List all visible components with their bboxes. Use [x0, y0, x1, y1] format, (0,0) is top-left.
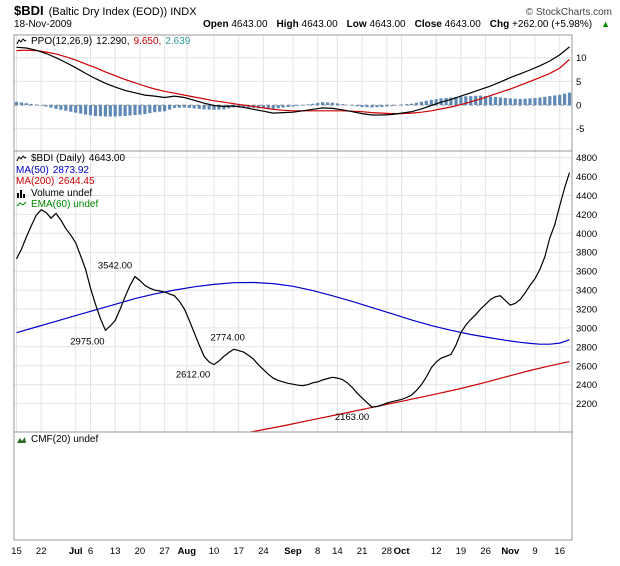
x-axis-label: 6 — [88, 546, 93, 557]
price-annotation: 2774.00 — [211, 332, 245, 343]
price-legend: $BDI (Daily) 4643.00 MA(50) 2873.92 MA(2… — [16, 153, 125, 211]
price-legend-symbol: $BDI (Daily) — [31, 153, 85, 164]
x-axis-label: 24 — [258, 546, 269, 557]
x-axis-label: Sep — [284, 546, 302, 557]
x-axis-label: 15 — [11, 546, 22, 557]
y-axis-label: 2800 — [576, 342, 597, 353]
ppo-hist-value: 2.639 — [165, 36, 191, 47]
y-axis-label: 3400 — [576, 286, 597, 297]
x-axis-label: 8 — [315, 546, 320, 557]
ppo-series — [14, 46, 572, 117]
price-annotation: 2612.00 — [176, 370, 210, 381]
line-chart-icon — [16, 155, 27, 162]
ma50-legend-row: MA(50) 2873.92 — [16, 165, 125, 177]
y-axis-label: 10 — [576, 53, 587, 64]
area-chart-icon — [17, 437, 26, 443]
open-label: Open — [203, 19, 229, 30]
y-axis-label: 4000 — [576, 229, 597, 240]
cmf-legend: CMF(20) undef — [16, 434, 98, 445]
x-axis-label: 12 — [431, 546, 442, 557]
ma50-label: MA(50) — [16, 164, 49, 176]
cmf-legend-label: CMF(20) undef — [31, 434, 99, 445]
ema-label: EMA(60) undef — [31, 199, 99, 210]
ma200-legend-row: MA(200) 2644.45 — [16, 176, 125, 188]
price-legend-close: 4643.00 — [88, 153, 126, 164]
y-axis-label: 5 — [576, 77, 581, 88]
quote-date: 18-Nov-2009 — [14, 19, 72, 30]
ema-line-icon — [16, 201, 27, 207]
volume-bars-icon — [17, 189, 25, 198]
quote-line: 18-Nov-2009 Open 4643.00 High 4643.00 Lo… — [14, 19, 610, 30]
chg-label: Chg — [489, 19, 510, 30]
ema-legend-row: EMA(60) undef — [16, 199, 125, 211]
price-annotation: 2975.00 — [70, 336, 104, 347]
symbol: $BDI — [14, 3, 44, 18]
x-axis-label: 10 — [209, 546, 220, 557]
open-value: 4643.00 — [231, 19, 268, 30]
ma200-label: MA(200) — [16, 176, 55, 187]
close-label: Close — [414, 19, 442, 30]
low-label: Low — [346, 19, 367, 30]
y-axis-label: 4800 — [576, 153, 597, 164]
x-axis-label: 28 — [382, 546, 393, 557]
price-legend-symbol-row: $BDI (Daily) 4643.00 — [16, 153, 125, 165]
index-name: (Baltic Dry Index (EOD)) INDX — [48, 6, 197, 18]
volume-legend-row: Volume undef — [16, 188, 125, 200]
x-axis-label: 16 — [554, 546, 565, 557]
x-axis-label: 17 — [233, 546, 244, 557]
y-axis-label: 0 — [576, 101, 581, 112]
x-axis-label: 19 — [456, 546, 467, 557]
ma50-value: 2873.92 — [52, 164, 89, 176]
ma200-value: 2644.45 — [58, 176, 95, 187]
x-axis-label: Nov — [501, 546, 520, 557]
y-axis-label: -5 — [576, 124, 584, 135]
high-label: High — [276, 19, 299, 30]
price-annotation: 3542.00 — [98, 261, 132, 272]
price-annotation: 2163.00 — [335, 412, 369, 423]
x-axis-label: Jul — [69, 546, 83, 557]
x-axis-label: 9 — [532, 546, 537, 557]
price-series — [15, 172, 571, 432]
ppo-legend: PPO(12,26,9) 12.290, 9.650, 2.639 — [16, 36, 190, 47]
x-axis-label: 14 — [332, 546, 343, 557]
y-axis-label: 4600 — [576, 172, 597, 183]
ppo-legend-label: PPO(12,26,9) — [31, 36, 93, 47]
x-axis-label: 27 — [159, 546, 170, 557]
y-axis-label: 3600 — [576, 267, 597, 278]
volume-label: Volume undef — [31, 187, 93, 199]
up-arrow-icon: ▲ — [601, 19, 610, 29]
x-axis-label: 22 — [36, 546, 47, 557]
y-axis-label: 4400 — [576, 191, 597, 202]
y-axis-label: 2200 — [576, 399, 597, 410]
x-axis-label: 13 — [110, 546, 121, 557]
x-axis-label: Aug — [178, 546, 197, 557]
stockcharts-credit: © StockCharts.com — [525, 7, 612, 18]
high-value: 4643.00 — [301, 19, 338, 30]
x-axis-label: 20 — [135, 546, 146, 557]
chg-value: +262.00 (+5.98%) — [512, 19, 593, 30]
y-axis-label: 3200 — [576, 305, 597, 316]
x-axis-label: 21 — [357, 546, 368, 557]
close-value: 4643.00 — [444, 19, 481, 30]
y-axis-label: 3800 — [576, 248, 597, 259]
y-axis-label: 4200 — [576, 210, 597, 221]
gridlines — [14, 35, 572, 432]
y-axis-label: 3000 — [576, 323, 597, 334]
y-axis-label: 2400 — [576, 380, 597, 391]
ppo-value: 12.290, — [96, 36, 130, 47]
x-axis-label: 26 — [480, 546, 491, 557]
x-axis-label: Oct — [394, 546, 411, 557]
y-axis-label: 2600 — [576, 361, 597, 372]
ppo-signal-value: 9.650, — [133, 36, 162, 47]
chart-header: $BDI (Baltic Dry Index (EOD)) INDX © Sto… — [14, 3, 612, 18]
low-value: 4643.00 — [369, 19, 406, 30]
ohlc-group: Open 4643.00 High 4643.00 Low 4643.00 Cl… — [203, 19, 610, 30]
line-chart-icon — [16, 38, 27, 45]
